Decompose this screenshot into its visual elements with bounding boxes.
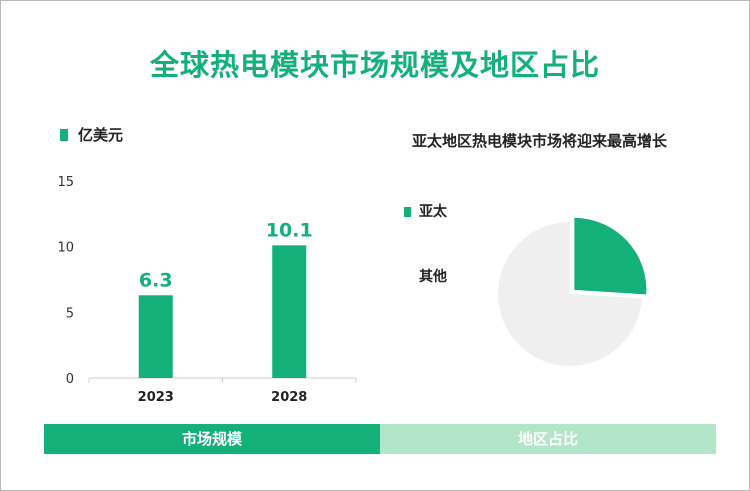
bar-value-label: 10.1	[266, 219, 313, 241]
x-tick-label: 2028	[271, 390, 307, 405]
pie-slice-other	[498, 222, 642, 366]
bar	[272, 245, 307, 378]
pie-legend-item-other: 其他	[404, 266, 447, 286]
pie-legend-swatch-apac	[404, 207, 411, 217]
pie-legend-item-apac: 亚太	[404, 201, 447, 221]
pie-slice-apac	[574, 217, 647, 295]
bar-value-label: 6.3	[139, 269, 173, 291]
y-tick-label: 0	[66, 372, 74, 387]
bar	[138, 295, 173, 378]
pie-title: 亚太地区热电模块市场将迎来最高增长	[412, 132, 668, 150]
bar-legend-label: 亿美元	[78, 126, 124, 144]
y-tick-label: 10	[57, 241, 74, 256]
bar-legend-swatch	[60, 129, 68, 141]
page-title: 全球热电模块市场规模及地区占比	[149, 48, 600, 82]
pie-legend-label-apac: 亚太	[419, 204, 447, 220]
x-tick-label: 2023	[138, 390, 174, 405]
pie-legend-swatch-other	[404, 272, 411, 282]
tab-market-size[interactable]: 市场规模	[44, 424, 380, 454]
pie-legend-label-other: 其他	[419, 269, 447, 285]
tab-region-share[interactable]: 地区占比	[380, 424, 716, 454]
y-tick-label: 15	[57, 175, 74, 190]
y-tick-label: 5	[66, 306, 74, 321]
bar-legend: 亿美元	[60, 124, 123, 145]
